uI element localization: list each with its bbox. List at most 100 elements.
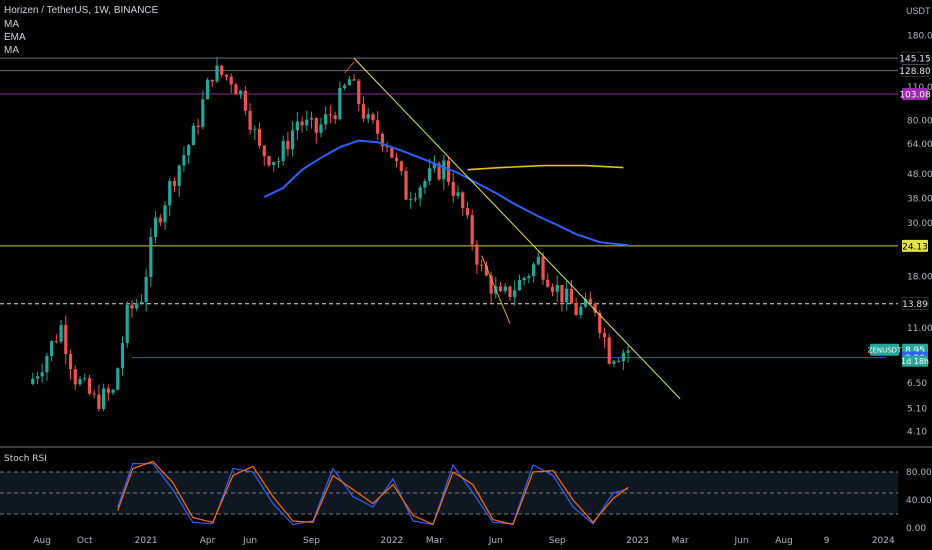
trendline-2 [481,255,511,324]
y-tick-label: 30.00 [907,219,932,229]
candle-body [139,301,144,304]
candle-body [35,376,40,379]
candle-body [45,355,49,373]
candle-body [248,110,252,130]
y-tick-label: 64.00 [907,140,932,150]
candle-body [357,80,361,105]
candle-body [177,165,181,186]
candle-body [130,304,134,309]
candle-body [328,114,333,116]
candles-group [31,57,630,412]
candle-body [442,160,446,180]
candle-body [347,79,351,86]
candle-body [319,124,323,133]
x-tick-label: 2024 [872,536,895,546]
candle-body [532,264,536,277]
candle-body [92,393,96,395]
candle-body [78,378,82,385]
candle-body [451,181,455,196]
candle-body [135,303,139,309]
x-tick-label: Sep [303,536,320,546]
candle-body [508,286,512,297]
candle-body [517,279,522,291]
candle-body [465,208,470,216]
y-tick-label: 11.00 [907,324,932,334]
candle-body [527,276,531,278]
candle-body [598,312,602,334]
candle-body [83,378,87,380]
candle-body [565,288,569,303]
price-label-box [901,51,929,65]
candle-body [555,285,559,292]
candle-body [385,146,389,148]
candle-body [579,306,583,316]
candle-body [536,256,540,265]
candle-body [120,342,125,369]
candle-body [210,79,214,82]
candle-body [475,244,479,265]
candle-body [153,217,158,238]
candle-body [73,369,77,385]
countdown-box [902,355,928,367]
candle-body [257,128,262,146]
candle-body [390,146,394,158]
x-tick-label: Mar [672,536,689,546]
candle-body [305,119,309,126]
candle-body [253,128,257,130]
candle-body [59,324,63,342]
candle-body [224,74,229,77]
trendline-0 [353,57,681,400]
x-tick-label: Aug [33,536,51,546]
x-tick-label: Aug [775,536,793,546]
candle-body [111,389,115,393]
y-tick-label: 180.00 [907,32,932,42]
candle-body [106,388,110,393]
candle-body [286,140,290,150]
candle-body [333,115,337,120]
x-tick-label: Oct [77,536,93,546]
candle-body [621,352,625,362]
candle-body [484,265,488,276]
candle-body [617,361,621,363]
x-tick-label: Jun [488,536,503,546]
candle-body [626,350,630,353]
candle-body [158,217,162,223]
x-tick-label: Mar [426,536,443,546]
candle-body [470,215,474,245]
candle-body [229,76,233,85]
candle-body [220,65,224,75]
candle-body [31,378,35,385]
candle-body [428,168,432,181]
candle-body [54,341,58,343]
symbol-badge-box [870,343,899,356]
candle-body [149,237,153,277]
candle-body [583,298,588,307]
candle-body [125,304,129,343]
candle-body [588,298,592,304]
candle-body [163,205,167,223]
candle-body [144,276,148,302]
candle-body [380,133,384,147]
candle-body [168,180,172,206]
y-tick-label: 5.10 [907,405,927,415]
x-tick-label: Sep [549,536,566,546]
y-tick-label: 18.00 [907,273,932,283]
x-tick-label: Jun [733,536,748,546]
candle-body [352,79,356,81]
y-tick-label: 6.50 [907,379,927,389]
candle-body [102,388,106,409]
x-tick-label: Jun [242,536,257,546]
candle-body [243,90,247,111]
candle-body [196,125,200,127]
candle-body [498,286,503,292]
stoch-rsi-tick: 0.00 [906,524,926,534]
candle-body [607,337,611,364]
indicator-ma2-label: MA [4,45,19,56]
candle-body [342,85,347,89]
candle-body [361,104,366,119]
candle-body [300,121,304,126]
currency-label: USDT [906,6,931,16]
candle-body [432,163,436,169]
candle-body [371,114,375,121]
